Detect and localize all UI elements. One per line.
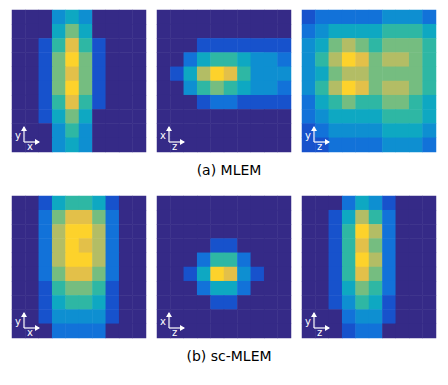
svg-text:z: z (317, 327, 322, 338)
svg-text:x: x (27, 327, 33, 338)
svg-text:z: z (172, 327, 177, 338)
svg-text:x: x (160, 316, 166, 327)
svg-text:y: y (15, 130, 21, 141)
svg-text:x: x (27, 141, 33, 152)
svg-text:z: z (172, 141, 177, 152)
svg-text:y: y (15, 316, 21, 327)
svg-text:x: x (160, 130, 166, 141)
svg-text:z: z (317, 141, 322, 152)
svg-text:(a) MLEM: (a) MLEM (197, 162, 262, 178)
svg-text:(b) sc-MLEM: (b) sc-MLEM (186, 348, 271, 364)
svg-text:y: y (305, 316, 311, 327)
svg-text:y: y (305, 130, 311, 141)
